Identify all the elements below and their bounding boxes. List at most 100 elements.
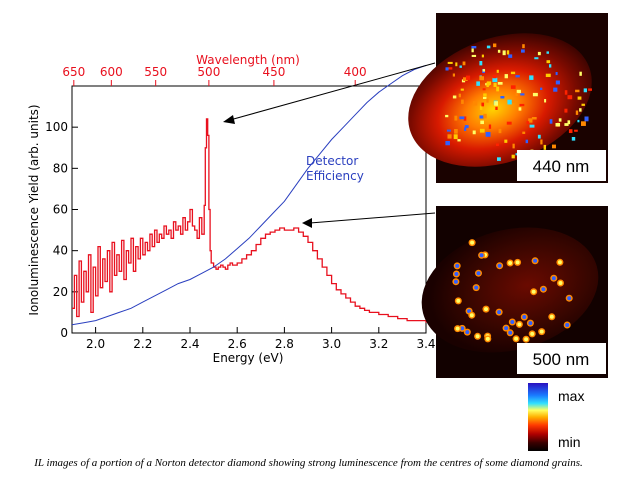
speckle <box>540 139 543 145</box>
grain <box>565 294 573 302</box>
grain <box>472 284 480 292</box>
speckle <box>492 74 497 79</box>
x-tick-label-7: 3.4 <box>416 337 435 351</box>
speckle <box>447 134 452 139</box>
grain-core <box>541 287 546 292</box>
speckle <box>515 75 520 78</box>
grain-core <box>531 289 536 294</box>
grain-core <box>497 263 502 268</box>
grain <box>482 305 490 313</box>
speckle <box>545 73 551 78</box>
grain-core <box>508 330 513 335</box>
grain-core <box>475 334 480 339</box>
speckle <box>485 132 491 137</box>
speckle <box>525 139 529 144</box>
grain-core <box>476 271 481 276</box>
speckle <box>454 115 458 121</box>
scale-max-label: max <box>558 388 584 404</box>
speckle <box>555 72 558 76</box>
speckle <box>553 87 558 92</box>
x-tick-label-3: 2.6 <box>228 337 247 351</box>
speckle <box>511 154 515 159</box>
arrow-to-500nm-image <box>302 212 436 228</box>
grain <box>452 270 460 278</box>
grain-core <box>557 260 562 265</box>
grain <box>452 278 460 286</box>
speckle <box>519 103 525 107</box>
grain-core <box>558 281 563 285</box>
speckle <box>479 76 485 81</box>
speckle <box>480 120 484 125</box>
speckle <box>482 69 486 72</box>
x-tick-label-1: 2.2 <box>133 337 152 351</box>
speckle <box>498 128 502 134</box>
speckle <box>564 123 569 126</box>
speckle <box>584 116 589 122</box>
speckle <box>583 88 587 93</box>
grain-core <box>453 279 458 284</box>
speckle <box>481 54 484 58</box>
top-axis-title: Wavelength (nm) <box>196 53 300 67</box>
speckle <box>564 90 568 95</box>
grain-core <box>530 331 535 336</box>
grain-core <box>497 310 502 315</box>
grain-core <box>524 337 529 342</box>
y-tick-label-1: 20 <box>53 285 68 299</box>
grain <box>522 335 530 343</box>
speckle <box>486 45 491 49</box>
speckle <box>486 81 492 85</box>
grain-core <box>474 285 479 290</box>
speckle <box>479 128 485 133</box>
grain-core <box>515 260 520 265</box>
grain-core <box>455 263 460 268</box>
grain-core <box>510 320 515 324</box>
grain <box>514 258 522 266</box>
speckle <box>462 61 466 66</box>
speckle <box>567 120 571 125</box>
grain-core <box>514 336 519 341</box>
speckle <box>579 71 582 76</box>
grain-core <box>522 315 527 319</box>
speckle <box>471 48 474 53</box>
grain <box>548 313 556 321</box>
speckle <box>471 46 477 49</box>
grain <box>502 324 510 332</box>
image-500nm-label: 500 nm <box>533 350 590 369</box>
grain <box>531 257 539 265</box>
grain <box>550 274 558 282</box>
speckle <box>459 65 462 68</box>
speckle <box>549 119 553 124</box>
speckle <box>447 61 453 64</box>
speckle <box>488 124 492 129</box>
speckle <box>510 85 516 89</box>
arrow-to-440nm-image <box>223 62 436 124</box>
series-line-1 <box>71 64 427 326</box>
grain <box>528 330 536 338</box>
grain-core <box>469 313 474 318</box>
figure: 2.0 2.2 2.4 2.6 2.8 3.0 3.2 3.4 0 20 40 60 80 100 650 6… <box>27 13 608 451</box>
grain <box>468 311 476 319</box>
speckle <box>537 134 541 139</box>
speckle <box>460 88 464 91</box>
speckle <box>512 143 515 149</box>
speckle <box>496 69 499 73</box>
speckle <box>496 86 500 92</box>
image-440nm: 440 nm <box>408 13 608 183</box>
grain-core <box>485 336 490 341</box>
image-440nm-label: 440 nm <box>533 157 590 176</box>
speckle <box>495 106 498 110</box>
grain <box>506 259 514 267</box>
speckle <box>497 49 501 53</box>
image-500nm: 500 nm <box>421 206 608 378</box>
grain <box>454 297 462 305</box>
grain <box>557 279 564 287</box>
grain <box>539 285 547 293</box>
speckle <box>446 129 451 132</box>
speckle <box>522 44 525 49</box>
top-tick-label-0: 650 <box>62 65 85 79</box>
grain-core <box>565 323 570 327</box>
grain-core <box>528 321 533 326</box>
efficiency-label-line-2: Efficiency <box>306 169 364 183</box>
top-tick-label-1: 600 <box>100 65 123 79</box>
grain <box>526 319 534 327</box>
